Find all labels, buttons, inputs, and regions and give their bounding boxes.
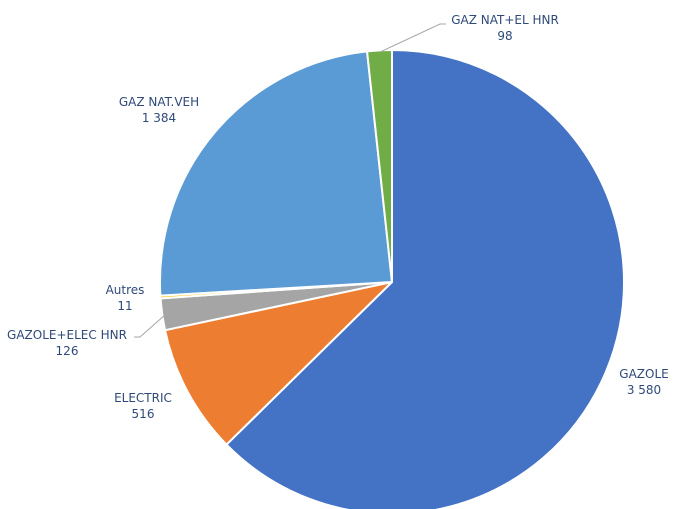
pie-slice-electric — [164, 281, 393, 446]
pie-slice-gaz-nat-el-hnr — [366, 49, 393, 283]
slice-value-label: 126 — [56, 344, 79, 358]
slice-category-label: GAZOLE — [619, 367, 668, 381]
leader-line — [134, 313, 167, 338]
slice-category-label: GAZ NAT+EL HNR — [451, 13, 559, 27]
slice-category-label: GAZ NAT.VEH — [119, 95, 199, 109]
slice-value-label: 516 — [132, 407, 155, 421]
slice-value-label: 98 — [497, 29, 512, 43]
leader-line — [379, 23, 446, 53]
slice-category-label: ELECTRIC — [114, 391, 172, 405]
pie-slices — [159, 49, 625, 509]
slice-category-label: GAZOLE+ELEC HNR — [7, 328, 127, 342]
slice-value-label: 3 580 — [627, 383, 661, 397]
leader-lines — [134, 23, 446, 338]
slice-category-label: Autres — [106, 283, 145, 297]
slice-value-label: 11 — [117, 299, 132, 313]
pie-slice-gaz-nat-veh — [159, 50, 393, 297]
slice-value-label: 1 384 — [142, 111, 176, 125]
data-labels: GAZOLE 3 580 ELECTRIC 516 GAZOLE+ELEC HNR 126… — [7, 13, 669, 421]
